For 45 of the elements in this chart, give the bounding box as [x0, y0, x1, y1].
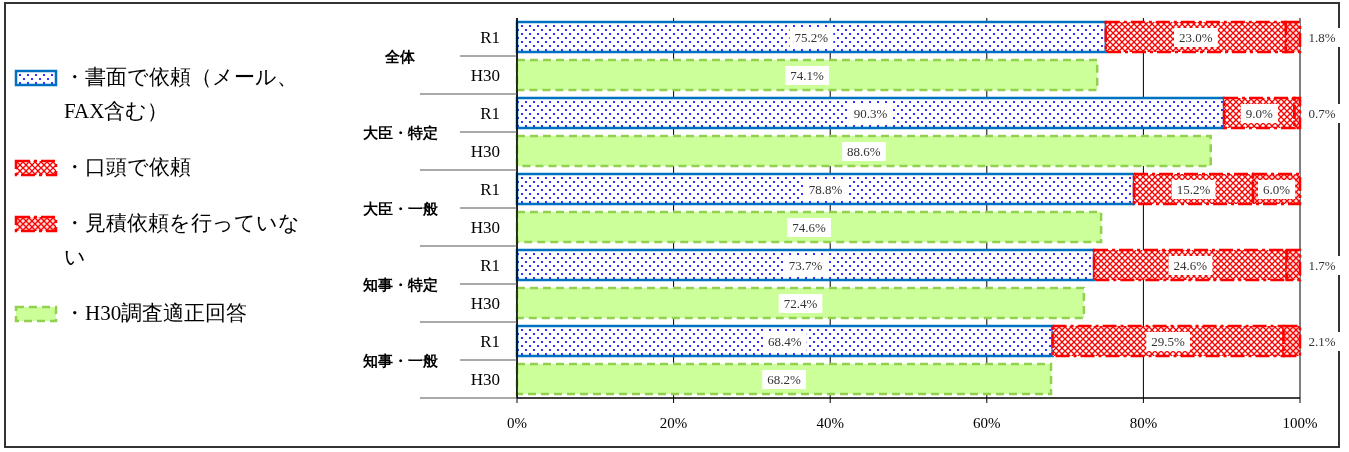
data-label: 2.1% — [1308, 334, 1336, 349]
x-tick-label: 60% — [973, 415, 1001, 431]
data-label: 6.0% — [1262, 182, 1291, 197]
y-tick-label: R1 — [480, 180, 500, 199]
data-label: 68.4% — [767, 334, 802, 349]
data-label: 88.6% — [847, 144, 881, 159]
text: 知事・特定 — [361, 276, 438, 293]
data-label: 90.3% — [853, 106, 888, 121]
y-tick-label: R1 — [480, 28, 500, 47]
data-label: 1.7% — [1308, 258, 1336, 273]
x-tick-label: 100% — [1282, 415, 1318, 431]
y-tick-label: H30 — [470, 294, 500, 313]
data-label: 72.4% — [783, 296, 818, 311]
data-label: 74.6% — [792, 220, 827, 235]
text: 知事・一般 — [361, 352, 439, 369]
y-tick-label: R1 — [480, 104, 500, 123]
text: 大臣・一般 — [362, 200, 439, 217]
y-tick-label: R1 — [480, 332, 500, 351]
x-tick-label: 20% — [659, 415, 688, 431]
y-tick-label: H30 — [470, 66, 500, 85]
x-tick-label: 80% — [1129, 415, 1158, 431]
data-label: 0.7% — [1308, 106, 1336, 121]
data-label: 1.8% — [1308, 30, 1336, 45]
data-label: 78.8% — [808, 182, 843, 197]
data-label: 74.1% — [790, 68, 825, 83]
text: 全体 — [384, 48, 416, 65]
data-label: 24.6% — [1173, 258, 1208, 273]
legend-label: ・書面で依頼（メール、FAX含む） — [64, 64, 299, 125]
data-label: 29.5% — [1151, 334, 1186, 349]
data-label: 23.0% — [1179, 30, 1213, 45]
y-tick-label: R1 — [480, 256, 500, 275]
data-label: 15.2% — [1176, 182, 1211, 197]
data-label: 75.2% — [794, 30, 829, 45]
y-tick-label: H30 — [470, 370, 500, 389]
data-label: 9.0% — [1245, 106, 1273, 121]
data-label: 73.7% — [788, 258, 823, 273]
x-tick-label: 40% — [816, 415, 844, 431]
x-tick-label: 0% — [507, 415, 527, 431]
text: 大臣・特定 — [362, 124, 438, 141]
legend-label: ・見積依頼を行っていない — [64, 210, 301, 271]
y-tick-label: H30 — [470, 218, 500, 237]
legend-label: ・H30調査適正回答 — [64, 300, 248, 327]
y-tick-label: H30 — [470, 142, 500, 161]
data-label: 68.2% — [767, 372, 801, 387]
legend-label: ・口頭で依頼 — [64, 154, 191, 181]
